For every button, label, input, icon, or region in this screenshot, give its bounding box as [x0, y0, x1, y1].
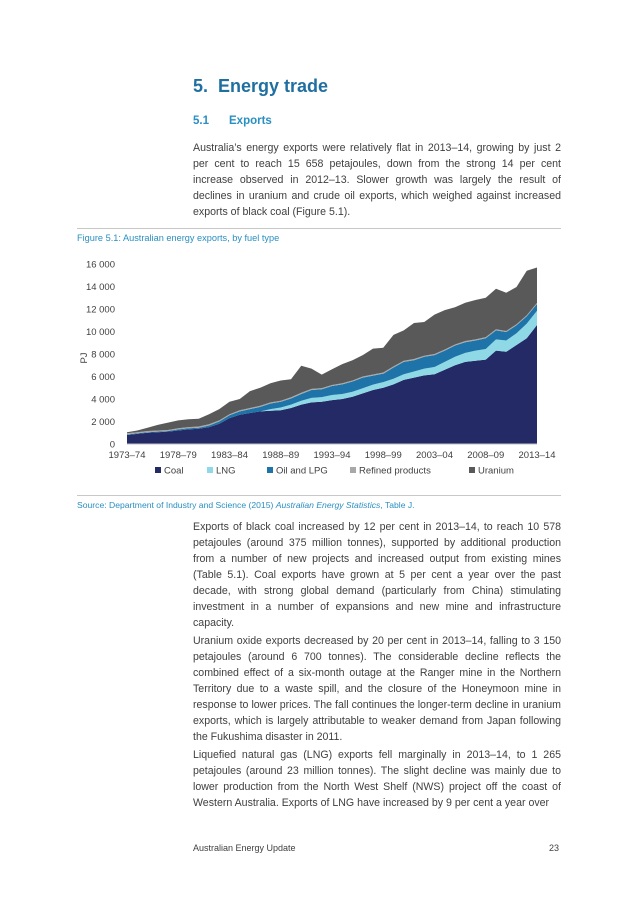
footer-title: Australian Energy Update: [193, 843, 296, 853]
page-number: 23: [549, 843, 560, 853]
y-tick-label: 4 000: [91, 395, 115, 406]
y-tick-label: 0: [110, 440, 115, 451]
body-paragraph-coal: Exports of black coal increased by 12 pe…: [193, 521, 561, 629]
y-tick-label: 16 000: [86, 260, 115, 271]
y-axis-label: PJ: [79, 352, 90, 363]
x-tick-label: 1988–89: [262, 450, 299, 461]
figure-bottom-rule: [77, 495, 561, 496]
energy-exports-chart: 0 2 000 4 000 6 000 8 000 10 000 12 000 14 000 1…: [79, 260, 556, 477]
y-tick-label: 8 000: [91, 350, 115, 361]
x-tick-label: 2003–04: [416, 450, 453, 461]
section-number: 5.: [193, 76, 209, 96]
legend-label-coal: Coal: [164, 466, 184, 477]
y-tick-label: 12 000: [86, 305, 115, 316]
subsection-title: Exports: [229, 115, 272, 127]
x-tick-label: 1983–84: [211, 450, 248, 461]
body-paragraph-lng: Liquefied natural gas (LNG) exports fell…: [193, 749, 561, 809]
area-coal: [127, 325, 537, 444]
y-tick-label: 14 000: [86, 282, 115, 293]
subsection-number: 5.1: [193, 115, 209, 127]
legend-swatch-refined-products: [350, 467, 356, 473]
subsection-heading: 5.1 Exports: [193, 115, 272, 127]
legend-swatch-oil-and-lpg: [267, 467, 273, 473]
y-tick-label: 10 000: [86, 327, 115, 338]
legend-label-refined-products: Refined products: [359, 466, 431, 477]
intro-paragraph: Australia’s energy exports were relative…: [193, 142, 561, 218]
x-tick-label: 2013–14: [519, 450, 556, 461]
legend-swatch-uranium: [469, 467, 475, 473]
legend-label-lng: LNG: [216, 466, 236, 477]
figure-top-rule: [77, 228, 561, 229]
source-title: Australian Energy Statistics: [275, 500, 381, 510]
legend-swatch-lng: [207, 467, 213, 473]
x-tick-label: 1978–79: [160, 450, 197, 461]
x-tick-label: 1998–99: [365, 450, 402, 461]
body-paragraph-uranium: Uranium oxide exports decreased by 20 pe…: [193, 635, 561, 743]
figure-source: Source: Department of Industry and Scien…: [77, 500, 415, 510]
legend-label-uranium: Uranium: [478, 466, 514, 477]
source-prefix: Source: Department of Industry and Scien…: [77, 500, 276, 510]
section-title: Energy trade: [218, 76, 329, 96]
legend-swatch-coal: [155, 467, 161, 473]
figure-caption: Figure 5.1: Australian energy exports, b…: [77, 233, 280, 243]
y-tick-label: 2 000: [91, 417, 115, 428]
legend-label-oil-and-lpg: Oil and LPG: [276, 466, 328, 477]
x-tick-label: 1973–74: [109, 450, 146, 461]
section-heading: 5. Energy trade: [193, 76, 328, 97]
x-tick-label: 1993–94: [314, 450, 351, 461]
y-tick-label: 6 000: [91, 372, 115, 383]
source-suffix: , Table J.: [380, 500, 415, 510]
x-tick-label: 2008–09: [467, 450, 504, 461]
